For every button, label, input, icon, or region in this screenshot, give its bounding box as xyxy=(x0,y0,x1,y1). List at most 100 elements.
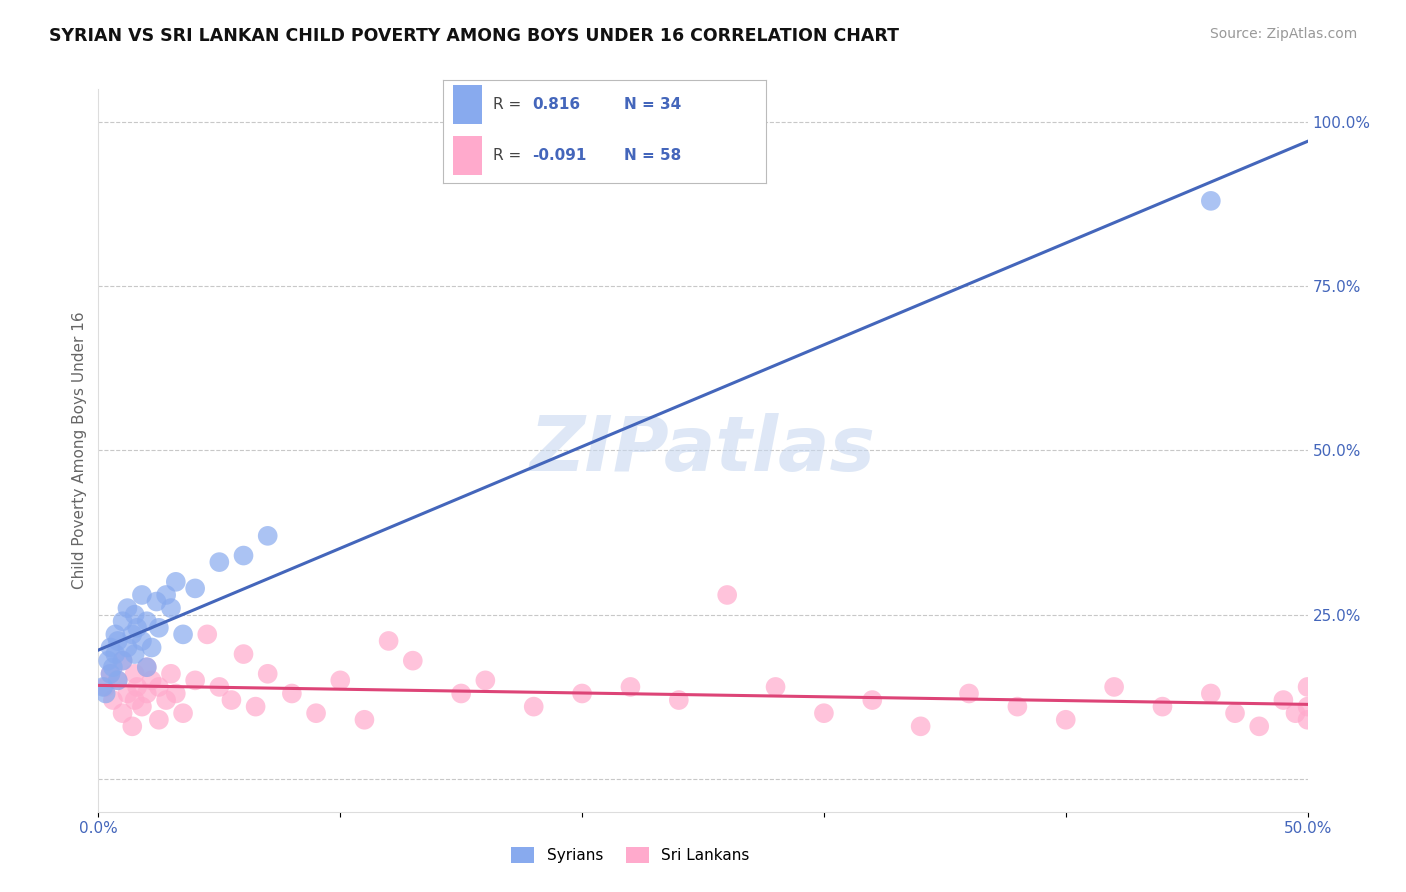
Point xyxy=(1007,699,1029,714)
Text: SYRIAN VS SRI LANKAN CHILD POVERTY AMONG BOYS UNDER 16 CORRELATION CHART: SYRIAN VS SRI LANKAN CHILD POVERTY AMONG… xyxy=(49,27,900,45)
Point xyxy=(450,686,472,700)
Point xyxy=(619,680,641,694)
Point xyxy=(172,627,194,641)
Y-axis label: Child Poverty Among Boys Under 16: Child Poverty Among Boys Under 16 xyxy=(72,311,87,590)
Point xyxy=(111,654,134,668)
FancyBboxPatch shape xyxy=(453,86,482,124)
Point xyxy=(111,706,134,721)
Point xyxy=(141,640,163,655)
Text: Source: ZipAtlas.com: Source: ZipAtlas.com xyxy=(1209,27,1357,41)
Point xyxy=(172,706,194,721)
Point xyxy=(957,686,980,700)
Text: 0.816: 0.816 xyxy=(531,97,579,112)
Point xyxy=(107,673,129,688)
Text: -0.091: -0.091 xyxy=(531,148,586,162)
Point xyxy=(305,706,328,721)
Point xyxy=(256,529,278,543)
Point xyxy=(124,693,146,707)
Point xyxy=(117,686,139,700)
Point xyxy=(1296,713,1319,727)
Point xyxy=(256,666,278,681)
Point xyxy=(184,582,207,596)
Point xyxy=(402,654,425,668)
Point xyxy=(232,549,254,563)
Point xyxy=(124,607,146,622)
Point xyxy=(94,680,117,694)
Point xyxy=(208,555,231,569)
Point xyxy=(104,627,127,641)
Point xyxy=(377,634,399,648)
Point xyxy=(1152,699,1174,714)
Point xyxy=(148,713,170,727)
Point xyxy=(131,634,153,648)
Point xyxy=(813,706,835,721)
Point xyxy=(232,647,254,661)
Point xyxy=(195,627,218,641)
Point xyxy=(107,634,129,648)
Point xyxy=(97,654,120,668)
Point xyxy=(765,680,787,694)
Point xyxy=(208,680,231,694)
Point xyxy=(155,693,177,707)
Point xyxy=(94,686,117,700)
Point xyxy=(111,654,134,668)
Point xyxy=(135,614,157,628)
Point xyxy=(221,693,243,707)
Point xyxy=(1054,713,1077,727)
Point xyxy=(145,594,167,608)
Text: N = 34: N = 34 xyxy=(624,97,682,112)
Point xyxy=(523,699,546,714)
Point xyxy=(107,673,129,688)
Point xyxy=(101,693,124,707)
Text: R =: R = xyxy=(494,148,526,162)
Point xyxy=(1223,706,1246,721)
Point xyxy=(121,627,143,641)
Point xyxy=(100,640,122,655)
Point xyxy=(100,666,122,681)
Point xyxy=(91,680,114,694)
Point xyxy=(148,621,170,635)
Point xyxy=(111,614,134,628)
Point xyxy=(281,686,304,700)
Point xyxy=(329,673,352,688)
Point xyxy=(141,673,163,688)
Point xyxy=(716,588,738,602)
Point xyxy=(1296,699,1319,714)
Text: N = 58: N = 58 xyxy=(624,148,682,162)
Point xyxy=(131,588,153,602)
Point xyxy=(1199,194,1222,208)
Point xyxy=(117,601,139,615)
Point xyxy=(160,601,183,615)
Point xyxy=(184,673,207,688)
Text: R =: R = xyxy=(494,97,526,112)
Point xyxy=(160,666,183,681)
Point xyxy=(1296,680,1319,694)
Point xyxy=(117,640,139,655)
Point xyxy=(127,680,149,694)
Point xyxy=(165,686,187,700)
Point xyxy=(668,693,690,707)
Point xyxy=(860,693,883,707)
Point xyxy=(135,686,157,700)
Legend: Syrians, Sri Lankans: Syrians, Sri Lankans xyxy=(505,841,755,869)
Point xyxy=(124,647,146,661)
Point xyxy=(1272,693,1295,707)
Point xyxy=(135,660,157,674)
Point xyxy=(165,574,187,589)
Point xyxy=(1199,686,1222,700)
Point xyxy=(353,713,375,727)
Point xyxy=(245,699,267,714)
Point xyxy=(148,680,170,694)
FancyBboxPatch shape xyxy=(453,136,482,175)
Point xyxy=(101,660,124,674)
Point xyxy=(127,621,149,635)
Point xyxy=(124,666,146,681)
Point xyxy=(1102,680,1125,694)
Point xyxy=(1249,719,1271,733)
Point xyxy=(104,647,127,661)
Point xyxy=(910,719,932,733)
Point xyxy=(474,673,496,688)
Text: ZIPatlas: ZIPatlas xyxy=(530,414,876,487)
Point xyxy=(131,699,153,714)
Point xyxy=(100,666,122,681)
